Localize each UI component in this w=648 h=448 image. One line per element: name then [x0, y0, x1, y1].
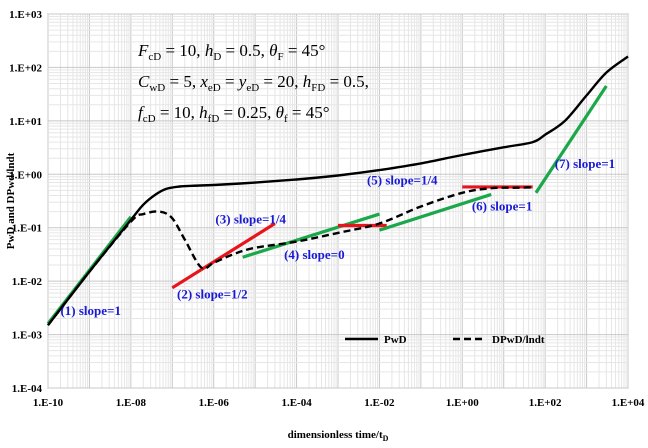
x-tick-label: 1.E+00	[446, 397, 479, 409]
parameter-line-1: FcD = 10, hD = 0.5, θF = 45°	[137, 41, 325, 63]
parameter-line-2: CwD = 5, xeD = yeD = 20, hFD = 0.5,	[138, 72, 369, 94]
y-tick-label: 1.E+01	[9, 116, 42, 128]
x-tick-label: 1.E-08	[116, 397, 147, 409]
slope-annotation-2: (2) slope=1/2	[177, 287, 248, 302]
slope-line-2	[171, 222, 276, 290]
x-axis-label: dimensionless time/tD	[288, 429, 389, 443]
y-tick-label: 1.E-04	[12, 383, 43, 395]
slope-annotation-4: (4) slope=0	[284, 247, 345, 262]
legend-label-pwd: PwD	[384, 334, 407, 346]
parameter-line-3: fcD = 10, hfD = 0.25, θf = 45°	[138, 103, 330, 125]
legend-label-dpwd: DPwD/lndt	[492, 334, 545, 346]
grid	[47, 13, 629, 389]
series-line-pwd	[47, 55, 629, 326]
y-tick-label: 1.E+02	[9, 62, 42, 74]
legend: PwD DPwD/lndt	[345, 334, 545, 346]
slope-line-5	[378, 192, 492, 232]
y-axis-label: PwD and DPwd/lndt	[5, 152, 17, 249]
y-tick-labels: 1.E-04 1.E-03 1.E-02 1.E-01 1.E+00 1.E+01 1.E+…	[9, 9, 42, 395]
x-tick-label: 1.E+04	[612, 397, 645, 409]
x-tick-labels: 1.E-10 1.E-08 1.E-06 1.E-04 1.E-02 1.E+00 1.E+…	[33, 397, 645, 409]
slope-annotations: (1) slope=1 (2) slope=1/2 (3) slope=1/4 (4)…	[60, 156, 615, 318]
y-tick-label: 1.E+00	[9, 169, 42, 181]
slope-annotation-6: (6) slope=1	[472, 198, 533, 213]
slope-annotation-1: (1) slope=1	[60, 303, 120, 318]
parameter-block: FcD = 10, hD = 0.5, θF = 45° CwD = 5, xe…	[137, 41, 369, 125]
slope-annotation-5: (5) slope=1/4	[367, 173, 438, 188]
x-tick-label: 1.E-06	[199, 397, 230, 409]
series-lines	[47, 55, 629, 326]
x-tick-label: 1.E-02	[364, 397, 395, 409]
y-tick-label: 1.E-01	[12, 223, 42, 235]
slope-line-7	[534, 85, 608, 194]
x-tick-label: 1.E+02	[529, 397, 562, 409]
x-tick-label: 1.E-04	[281, 397, 312, 409]
y-tick-label: 1.E+03	[9, 9, 42, 21]
series-line-dpwd	[47, 186, 533, 326]
slope-annotation-7: (7) slope=1	[555, 156, 616, 171]
y-tick-label: 1.E-02	[12, 276, 43, 288]
x-tick-label: 1.E-10	[33, 397, 64, 409]
slope-annotation-3: (3) slope=1/4	[215, 211, 286, 226]
slope-line-3	[242, 212, 380, 259]
y-tick-label: 1.E-03	[12, 330, 43, 342]
